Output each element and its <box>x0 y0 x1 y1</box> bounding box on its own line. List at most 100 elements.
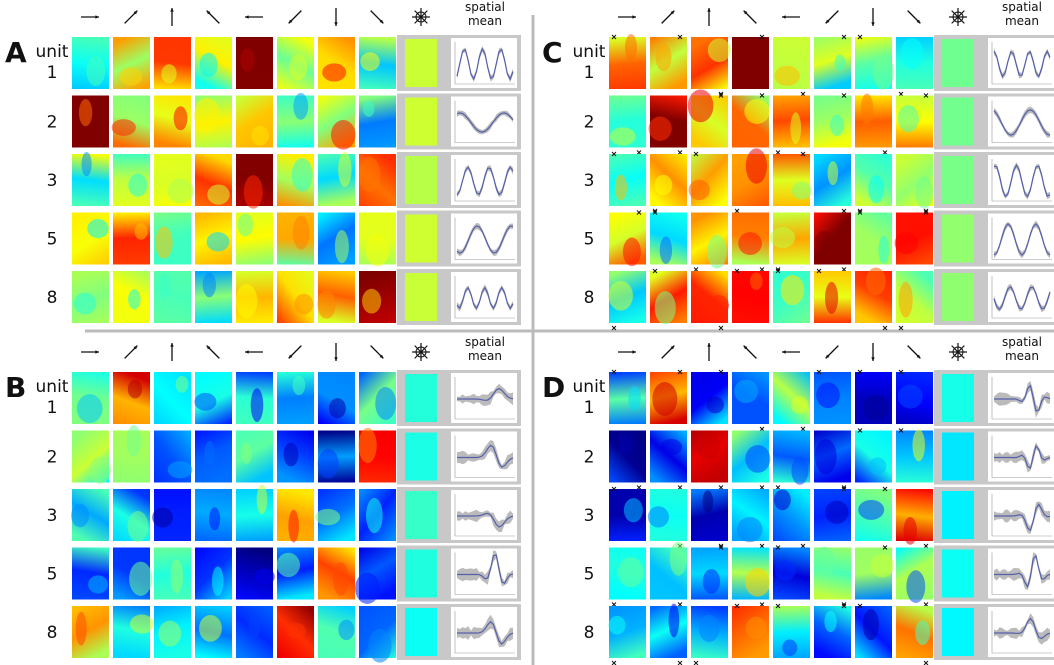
tuning-blob <box>745 568 770 597</box>
mean-map <box>405 273 437 321</box>
cross-mark <box>612 603 616 607</box>
tuning-blob <box>619 433 633 456</box>
tuning-blob <box>669 603 680 637</box>
tuning-blob <box>335 230 349 263</box>
mean-map <box>405 215 437 263</box>
mean-map <box>942 156 974 204</box>
tuning-blob <box>194 393 216 411</box>
tuning-blob <box>781 275 805 305</box>
tuning-blob <box>366 498 383 533</box>
tuning-map <box>113 372 150 424</box>
tuning-blob <box>368 629 391 663</box>
tuning-map <box>855 96 892 148</box>
tuning-blob <box>126 425 141 456</box>
tuning-blob <box>898 385 923 409</box>
tuning-map <box>359 96 396 148</box>
tuning-blob <box>670 542 687 576</box>
tuning-blob <box>161 64 176 83</box>
tuning-blob <box>294 294 313 315</box>
tuning-blob <box>873 55 894 90</box>
tuning-blob <box>82 152 92 176</box>
tuning-map <box>650 431 687 483</box>
tuning-blob <box>648 506 669 527</box>
tuning-blob <box>207 184 230 204</box>
cross-mark <box>760 544 764 548</box>
row-header: unit <box>573 42 606 62</box>
tuning-blob <box>702 490 713 513</box>
tuning-blob <box>355 572 379 603</box>
tuning-blob <box>363 101 374 117</box>
tuning-blob <box>898 105 919 132</box>
tuning-blob <box>251 388 264 422</box>
tuning-blob <box>699 615 720 642</box>
unit-label: 5 <box>47 230 58 250</box>
tuning-blob <box>825 501 848 524</box>
unit-label: 1 <box>47 398 58 418</box>
tuning-blob <box>249 614 261 638</box>
arrow-head <box>95 350 99 353</box>
tuning-blob <box>176 376 189 393</box>
arrow-head <box>245 350 249 353</box>
tuning-blob <box>652 382 677 416</box>
tuning-blob <box>915 176 933 208</box>
cross-mark <box>801 427 805 431</box>
tuning-blob <box>212 566 224 595</box>
tuning-blob <box>775 66 800 86</box>
tuning-blob <box>899 282 913 318</box>
tuning-blob <box>816 382 840 408</box>
tuning-blob <box>774 489 791 510</box>
cross-mark <box>924 661 928 665</box>
unit-label: 3 <box>584 506 595 526</box>
tuning-blob <box>205 441 215 465</box>
cross-mark <box>637 151 641 155</box>
tuning-blob <box>322 63 346 81</box>
cross-mark <box>678 603 682 607</box>
column-header: spatial <box>1002 0 1042 14</box>
cross-mark <box>883 326 887 330</box>
tuning-blob <box>88 575 108 593</box>
mean-map <box>405 39 437 87</box>
column-header: mean <box>468 349 502 363</box>
row-header: unit <box>573 377 606 397</box>
tuning-blob <box>628 386 641 410</box>
unit-label: 3 <box>584 171 595 191</box>
tuning-blob <box>71 504 89 528</box>
cross-mark <box>776 151 780 155</box>
panel-label: D <box>542 371 565 404</box>
tuning-blob <box>858 500 884 520</box>
tuning-blob <box>129 562 152 596</box>
tuning-blob <box>618 557 644 587</box>
arrow-head <box>871 357 874 361</box>
mean-map <box>942 98 974 146</box>
tuning-blob <box>329 398 346 418</box>
arrow-head <box>871 22 874 26</box>
unit-label: 5 <box>47 565 58 585</box>
tuning-blob <box>200 53 218 77</box>
arrow-head <box>632 15 636 18</box>
panel-label: A <box>5 36 27 69</box>
tuning-blob <box>744 99 769 124</box>
tuning-map <box>72 213 109 265</box>
unit-label: 2 <box>584 113 595 133</box>
tuning-blob <box>87 219 109 238</box>
tuning-blob <box>128 380 142 399</box>
cross-mark <box>776 486 780 490</box>
tuning-blob <box>615 175 627 201</box>
tuning-blob <box>770 227 795 248</box>
unit-label: 1 <box>47 63 58 83</box>
arrow-head <box>170 8 173 12</box>
column-header: mean <box>468 14 502 28</box>
tuning-blob <box>130 615 154 634</box>
arrow-head <box>707 8 710 12</box>
mean-map <box>405 608 437 656</box>
mean-map <box>405 374 437 422</box>
tuning-blob <box>168 461 193 478</box>
cross-mark <box>678 151 682 155</box>
arrow-head <box>782 350 786 353</box>
tuning-blob <box>814 547 835 578</box>
tuning-blob <box>697 432 720 460</box>
tuning-blob <box>158 621 181 647</box>
tuning-blob <box>194 98 220 134</box>
tuning-blob <box>76 612 87 646</box>
unit-label: 8 <box>47 288 58 308</box>
